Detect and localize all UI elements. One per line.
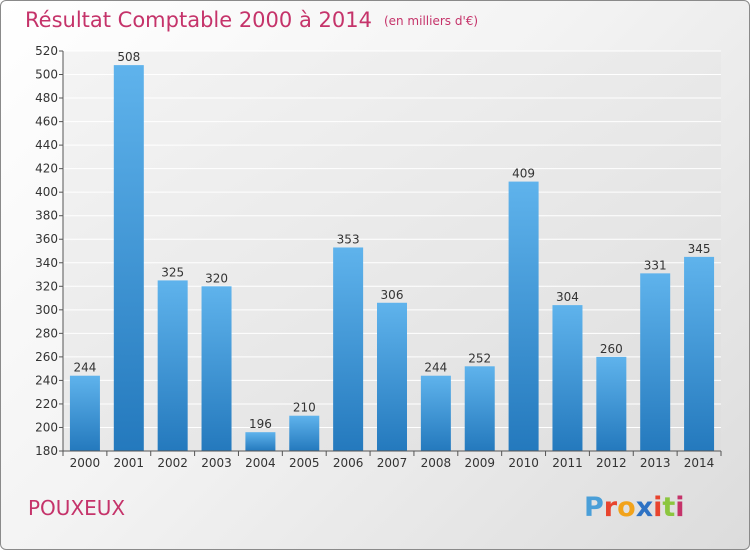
logo-letter: i <box>675 492 684 523</box>
bar <box>508 181 539 451</box>
bar <box>289 415 320 451</box>
x-tick-label: 2009 <box>464 456 495 470</box>
y-tick-label: 440 <box>35 138 58 152</box>
y-tick-label: 260 <box>35 350 58 364</box>
y-tick-label: 380 <box>35 209 58 223</box>
logo-letter: o <box>617 492 636 523</box>
bar-value-label: 306 <box>381 288 404 302</box>
bar <box>684 256 715 451</box>
x-tick-label: 2010 <box>508 456 539 470</box>
bar-value-label: 508 <box>117 50 140 64</box>
bar-value-label: 345 <box>688 242 711 256</box>
bar <box>113 65 144 451</box>
x-tick-label: 2001 <box>114 456 145 470</box>
chart-unit: (en milliers d'€) <box>384 14 478 28</box>
logo-letter: x <box>636 492 653 523</box>
bar-value-label: 325 <box>161 265 184 279</box>
x-tick-label: 2004 <box>245 456 276 470</box>
bar <box>201 286 232 451</box>
y-tick-label: 240 <box>35 373 58 387</box>
y-tick-label: 220 <box>35 397 58 411</box>
x-tick-label: 2000 <box>70 456 101 470</box>
x-tick-label: 2007 <box>377 456 408 470</box>
bar-layer: 244 508 325 320 196 210 353 306 244 252 409 304 260 3… <box>69 50 715 451</box>
bar <box>333 247 364 451</box>
y-tick-label: 180 <box>35 444 58 458</box>
y-tick-label: 400 <box>35 185 58 199</box>
y-tick-label: 500 <box>35 68 58 82</box>
x-tick-label: 2005 <box>289 456 320 470</box>
proxiti-logo: Proxiti <box>584 492 685 523</box>
x-tick-label: 2002 <box>157 456 188 470</box>
y-tick-label: 480 <box>35 91 58 105</box>
y-tick-label: 280 <box>35 326 58 340</box>
bar-value-label: 320 <box>205 271 228 285</box>
y-tick-label: 200 <box>35 420 58 434</box>
bar <box>640 273 671 451</box>
y-tick-label: 320 <box>35 279 58 293</box>
chart-title: Résultat Comptable 2000 à 2014 <box>25 8 372 32</box>
bar-value-label: 304 <box>556 290 579 304</box>
x-tick-label: 2012 <box>596 456 627 470</box>
bar-value-label: 252 <box>468 351 491 365</box>
bar <box>464 366 495 451</box>
x-tick-label: 2014 <box>684 456 715 470</box>
bar <box>377 302 407 451</box>
bar-value-label: 409 <box>512 167 535 181</box>
bar-value-label: 244 <box>424 361 447 375</box>
x-tick-label: 2003 <box>201 456 232 470</box>
y-tick-label: 360 <box>35 232 58 246</box>
x-tick-label: 2013 <box>640 456 671 470</box>
bar <box>420 375 451 451</box>
x-tick-label: 2006 <box>333 456 364 470</box>
bar <box>157 280 188 451</box>
y-tick-label: 340 <box>35 256 58 270</box>
x-tick-label: 2008 <box>421 456 452 470</box>
bar <box>245 432 276 451</box>
logo-letter: i <box>653 492 662 523</box>
x-tick-label: 2011 <box>552 456 583 470</box>
y-tick-label: 520 <box>35 44 58 58</box>
axis-layer: 180 200 220 240 260 280 300 320 340 360 380 400 420 4… <box>35 44 722 470</box>
bar <box>552 305 583 451</box>
bar-value-label: 353 <box>337 232 360 246</box>
bar-value-label: 196 <box>249 417 272 431</box>
bar <box>596 356 627 451</box>
logo-letter: r <box>604 492 618 523</box>
bar-value-label: 210 <box>293 401 316 415</box>
logo-letter: t <box>662 492 675 523</box>
y-tick-label: 300 <box>35 303 58 317</box>
bar <box>69 375 100 451</box>
y-tick-label: 460 <box>35 115 58 129</box>
bar-value-label: 260 <box>600 342 623 356</box>
y-tick-label: 420 <box>35 162 58 176</box>
bar-value-label: 244 <box>73 361 96 375</box>
commune-name: POUXEUX <box>28 496 125 520</box>
logo-letter: P <box>584 492 604 523</box>
bar-value-label: 331 <box>644 258 667 272</box>
